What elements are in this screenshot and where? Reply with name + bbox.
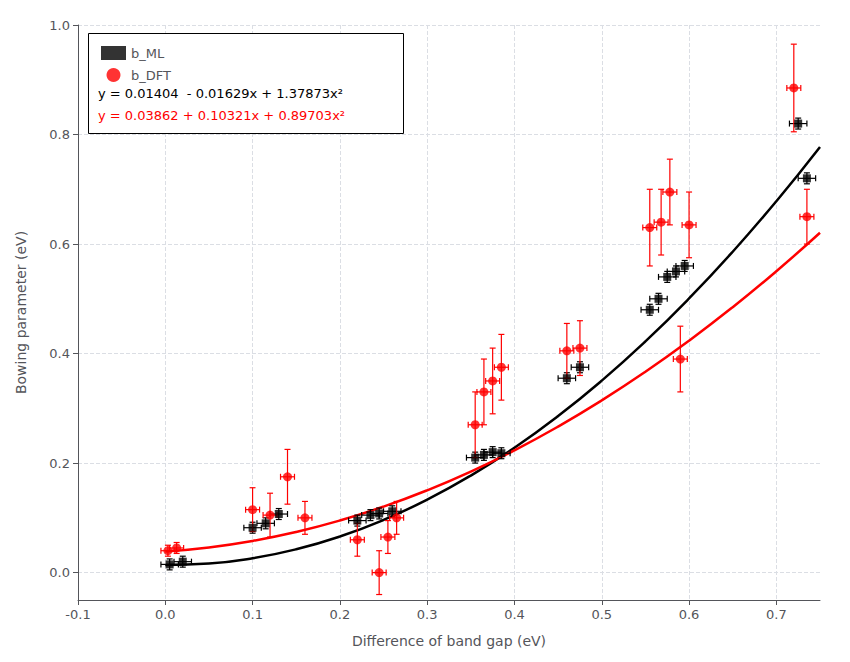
svg-text:Difference of band gap (eV): Difference of band gap (eV): [352, 633, 546, 649]
svg-text:0.0: 0.0: [49, 565, 70, 580]
svg-text:0.6: 0.6: [49, 237, 70, 252]
svg-text:0.7: 0.7: [766, 607, 787, 622]
svg-text:Bowing parameter (eV): Bowing parameter (eV): [13, 231, 29, 394]
svg-text:y = 0.03862 + 0.10321x + 0.897: y = 0.03862 + 0.10321x + 0.89703x²: [98, 108, 345, 123]
svg-text:y = 0.01404 - 0.01629x + 1.37: y = 0.01404 - 0.01629x + 1.37873x²: [98, 86, 343, 101]
svg-text:b_ML: b_ML: [131, 46, 165, 61]
svg-text:0.2: 0.2: [49, 456, 70, 471]
svg-text:0.5: 0.5: [591, 607, 612, 622]
svg-text:1.0: 1.0: [49, 18, 70, 33]
svg-text:0.1: 0.1: [242, 607, 263, 622]
svg-text:b_DFT: b_DFT: [131, 68, 171, 83]
svg-text:0.3: 0.3: [417, 607, 438, 622]
svg-text:0.2: 0.2: [330, 607, 351, 622]
svg-text:-0.1: -0.1: [65, 607, 90, 622]
svg-text:0.0: 0.0: [155, 607, 176, 622]
svg-text:0.6: 0.6: [679, 607, 700, 622]
svg-text:0.4: 0.4: [49, 346, 70, 361]
svg-text:0.8: 0.8: [49, 127, 70, 142]
svg-text:0.4: 0.4: [504, 607, 525, 622]
